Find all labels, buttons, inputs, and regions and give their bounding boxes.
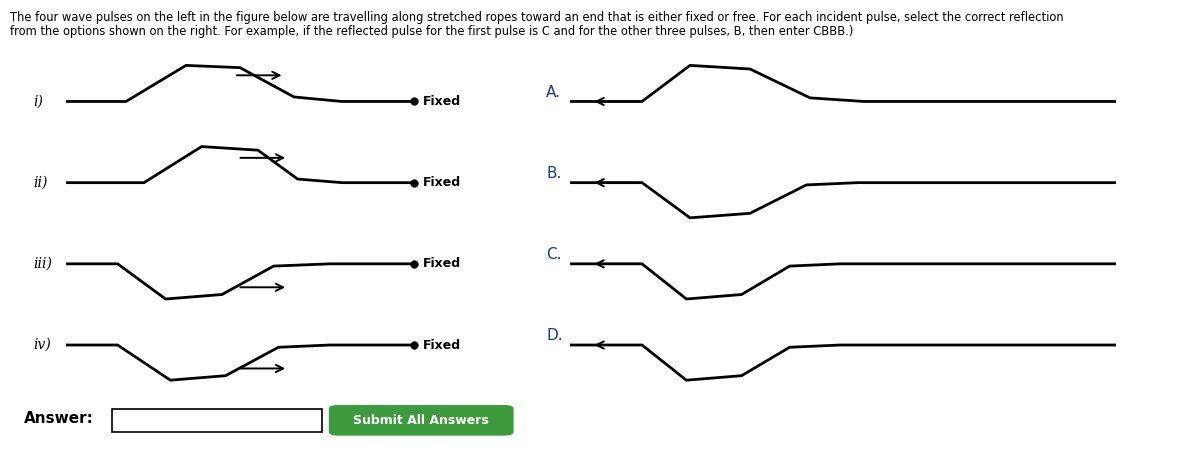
Text: ii): ii) (34, 175, 48, 190)
Text: D.: D. (546, 328, 563, 344)
Text: Answer:: Answer: (24, 411, 94, 426)
Text: Fixed: Fixed (422, 258, 461, 270)
FancyBboxPatch shape (112, 409, 322, 432)
Text: iv): iv) (34, 338, 52, 352)
Text: A.: A. (546, 85, 562, 100)
Text: Fixed: Fixed (422, 176, 461, 189)
Text: B.: B. (546, 166, 562, 181)
Text: iii): iii) (34, 257, 53, 271)
Text: Fixed: Fixed (422, 95, 461, 108)
Text: Submit All Answers: Submit All Answers (353, 414, 490, 427)
Text: Fixed: Fixed (422, 339, 461, 351)
Text: i): i) (34, 94, 43, 109)
Text: from the options shown on the right. For example, if the reflected pulse for the: from the options shown on the right. For… (10, 25, 853, 38)
FancyBboxPatch shape (329, 405, 514, 436)
Text: The four wave pulses on the left in the figure below are travelling along stretc: The four wave pulses on the left in the … (10, 11, 1063, 24)
Text: C.: C. (546, 247, 562, 262)
